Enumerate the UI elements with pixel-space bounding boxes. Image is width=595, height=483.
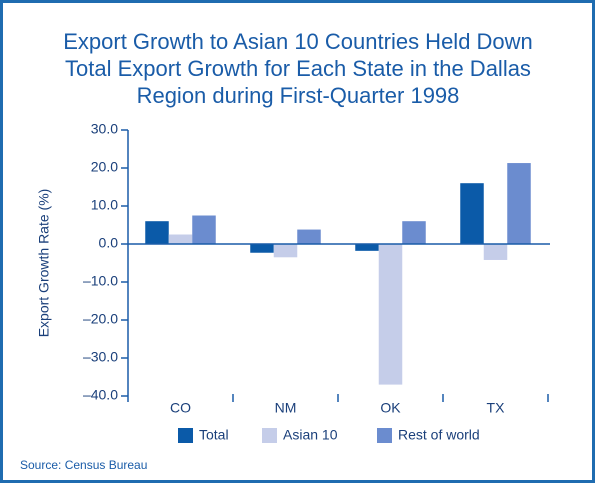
y-tick-label: 30.0 bbox=[91, 121, 118, 137]
y-tick-label: 10.0 bbox=[91, 197, 118, 213]
x-tick-label: NM bbox=[275, 400, 297, 416]
bar bbox=[273, 244, 298, 258]
y-tick-label: –10.0 bbox=[83, 273, 118, 289]
bar bbox=[192, 215, 216, 244]
legend-label: Rest of world bbox=[398, 427, 480, 443]
bar bbox=[297, 229, 321, 244]
chart-title: Region during First-Quarter 1998 bbox=[137, 83, 460, 108]
bar bbox=[402, 221, 426, 244]
bar bbox=[355, 244, 379, 251]
legend-swatch bbox=[178, 428, 193, 443]
bar bbox=[250, 244, 274, 253]
bar bbox=[507, 163, 531, 244]
legend-label: Total bbox=[199, 427, 229, 443]
bar bbox=[168, 234, 193, 244]
y-tick-label: –30.0 bbox=[83, 349, 118, 365]
y-tick-label: 0.0 bbox=[99, 235, 119, 251]
y-axis-label: Export Growth Rate (%) bbox=[36, 189, 52, 338]
legend-swatch bbox=[377, 428, 392, 443]
legend-swatch bbox=[262, 428, 277, 443]
bar bbox=[378, 244, 403, 385]
source: Source: Census Bureau bbox=[20, 458, 147, 472]
x-tick-label: CO bbox=[170, 400, 191, 416]
bar bbox=[483, 244, 508, 260]
legend-label: Asian 10 bbox=[283, 427, 338, 443]
x-tick-label: TX bbox=[487, 400, 506, 416]
chart-title: Export Growth to Asian 10 Countries Held… bbox=[63, 29, 533, 54]
bar bbox=[145, 221, 169, 244]
x-tick-label: OK bbox=[380, 400, 401, 416]
y-tick-label: –20.0 bbox=[83, 311, 118, 327]
chart-title: Total Export Growth for Each State in th… bbox=[65, 56, 531, 81]
y-tick-label: 20.0 bbox=[91, 159, 118, 175]
y-tick-label: –40.0 bbox=[83, 387, 118, 403]
bar bbox=[460, 183, 484, 244]
